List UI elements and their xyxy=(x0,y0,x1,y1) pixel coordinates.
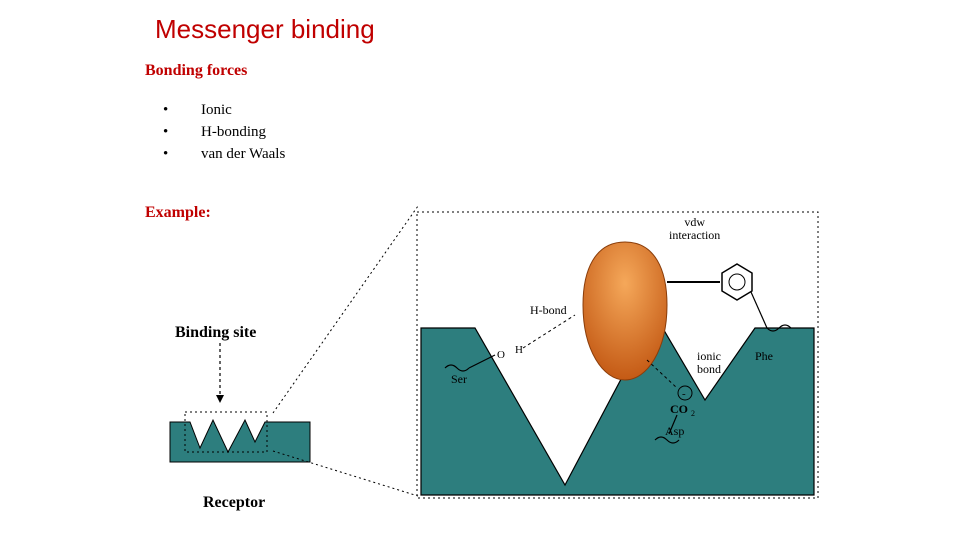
phe-ring xyxy=(722,264,752,300)
ionic-label: ionic bond xyxy=(697,350,721,376)
asp-label: Asp xyxy=(665,425,684,438)
vdw-label: vdw interaction xyxy=(669,216,720,242)
receptor-label: Receptor xyxy=(203,494,265,512)
asp-co2: CO xyxy=(670,402,688,416)
ligand-blob xyxy=(583,242,667,380)
zoom-lines xyxy=(258,198,428,498)
bullet-dot: • xyxy=(163,121,201,143)
large-binding-diagram: O H - CO 2 vdw inte xyxy=(415,210,820,500)
bullet-dot: • xyxy=(163,143,201,165)
example-label: Example: xyxy=(145,204,211,222)
title: Messenger binding xyxy=(155,14,375,45)
binding-site-label: Binding site xyxy=(175,324,256,342)
bullet-dot: • xyxy=(163,99,201,121)
binding-arrow xyxy=(210,343,230,403)
ser-o: O xyxy=(497,349,505,361)
hbond-label: H-bond xyxy=(530,304,567,317)
hbond-dashed xyxy=(523,315,575,348)
asp-co2-sub: 2 xyxy=(691,409,695,418)
ser-h: H xyxy=(515,344,523,356)
bullet-list: •Ionic •H-bonding •van der Waals xyxy=(163,99,285,165)
ser-label: Ser xyxy=(451,373,467,386)
phe-bond xyxy=(751,292,767,328)
bullet-item: H-bonding xyxy=(201,121,266,143)
asp-charge-minus: - xyxy=(682,388,686,400)
bullet-item: Ionic xyxy=(201,99,232,121)
bullet-item: van der Waals xyxy=(201,143,285,165)
phe-label: Phe xyxy=(755,350,773,363)
subtitle-bonding-forces: Bonding forces xyxy=(145,62,247,80)
